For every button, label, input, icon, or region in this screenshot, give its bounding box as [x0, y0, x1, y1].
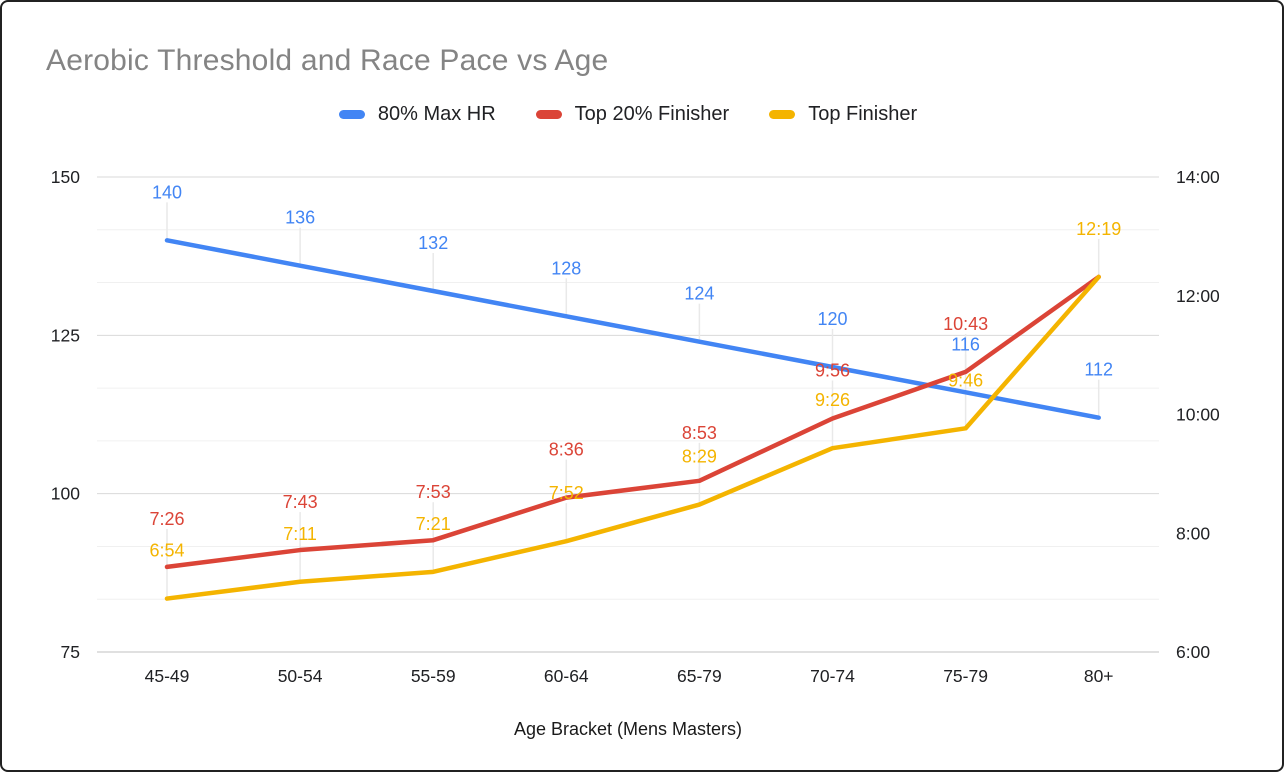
y-axis-tick-left: 100 — [51, 484, 80, 504]
x-axis-tick: 60-64 — [544, 666, 589, 686]
y-axis-tick-right: 10:00 — [1176, 405, 1220, 425]
legend-label-top-finisher: Top Finisher — [808, 103, 918, 125]
legend-item-top-finisher: Top Finisher — [769, 103, 917, 126]
y-axis-tick-right: 6:00 — [1176, 642, 1210, 662]
legend-label-top-20-finisher: Top 20% Finisher — [574, 103, 730, 125]
data-label-top-20-finisher: 7:53 — [416, 482, 451, 502]
legend-item-top-20-finisher: Top 20% Finisher — [535, 103, 730, 126]
legend-swatch-top-finisher — [769, 110, 796, 119]
x-axis-tick: 80+ — [1084, 666, 1114, 686]
data-label-top-finisher: 6:54 — [149, 541, 184, 561]
data-label-top-finisher: 7:21 — [416, 514, 451, 534]
label-connectors — [166, 202, 1100, 599]
x-axis-ticks: 45-49 50-54 55-59 60-64 65-79 70-74 75-79 80+ — [145, 666, 1114, 686]
data-label-top-finisher: 9:46 — [948, 370, 983, 390]
legend-swatch-80-max-hr — [338, 110, 365, 119]
data-label-top-finisher: 12:19 — [1076, 219, 1121, 239]
data-label-80-max-hr: 116 — [951, 334, 980, 354]
y-axis-tick-left: 75 — [61, 642, 80, 662]
y-axis-tick-right: 8:00 — [1176, 523, 1210, 543]
x-axis-tick: 75-79 — [943, 666, 988, 686]
left-axis-ticks: 150 125 100 75 — [51, 167, 80, 662]
data-label-top-20-finisher: 7:43 — [283, 492, 318, 512]
data-label-80-max-hr: 140 — [152, 182, 182, 202]
data-label-top-20-finisher: 8:53 — [682, 423, 717, 443]
data-label-top-finisher: 7:52 — [549, 483, 584, 503]
legend-swatch-top-20-finisher — [535, 110, 562, 119]
x-axis-tick: 55-59 — [411, 666, 456, 686]
data-label-80-max-hr: 136 — [285, 208, 315, 228]
series-labels-80-max-hr: 140 136 132 128 124 120 116 112 — [152, 182, 1113, 379]
data-label-top-20-finisher: 10:43 — [943, 314, 988, 334]
series-line-80-max-hr — [164, 238, 1101, 420]
data-label-top-20-finisher: 7:26 — [149, 509, 184, 529]
legend-label-80-max-hr: 80% Max HR — [377, 103, 496, 125]
x-axis-tick: 50-54 — [278, 666, 323, 686]
y-axis-tick-left: 150 — [51, 167, 80, 187]
x-axis-tick: 45-49 — [145, 666, 190, 686]
series-labels-top-20-finisher: 7:26 7:43 7:53 8:36 8:53 9:56 10:43 — [149, 314, 988, 529]
data-label-80-max-hr: 120 — [817, 309, 847, 329]
data-label-top-20-finisher: 8:36 — [549, 440, 584, 460]
gridlines — [97, 176, 1159, 653]
data-label-top-finisher: 8:29 — [682, 447, 717, 467]
data-label-80-max-hr: 132 — [418, 233, 448, 253]
x-axis-tick: 65-79 — [677, 666, 722, 686]
data-label-80-max-hr: 124 — [684, 284, 714, 304]
y-axis-tick-left: 125 — [51, 325, 80, 345]
y-axis-tick-right: 12:00 — [1176, 286, 1220, 306]
series-line-top-20-finisher — [164, 274, 1101, 570]
data-label-top-finisher: 7:11 — [283, 524, 317, 544]
data-label-top-finisher: 9:26 — [815, 390, 850, 410]
data-label-80-max-hr: 128 — [551, 258, 581, 278]
series-labels-top-finisher: 6:54 7:11 7:21 7:52 8:29 9:26 9:46 12:19 — [149, 219, 1121, 561]
legend-item-80-max-hr: 80% Max HR — [338, 103, 496, 126]
data-label-80-max-hr: 112 — [1084, 360, 1113, 380]
right-axis-ticks: 14:00 12:00 10:00 8:00 6:00 — [1176, 167, 1220, 662]
x-axis-tick: 70-74 — [810, 666, 855, 686]
x-axis-title: Age Bracket (Mens Masters) — [513, 719, 743, 739]
series-line-top-finisher — [164, 274, 1101, 601]
data-label-top-20-finisher: 9:56 — [815, 360, 850, 380]
y-axis-tick-right: 14:00 — [1176, 167, 1220, 187]
legend: 80% Max HR Top 20% Finisher Top Finisher — [97, 103, 1159, 126]
chart-title: Aerobic Threshold and Race Pace vs Age — [46, 44, 609, 77]
